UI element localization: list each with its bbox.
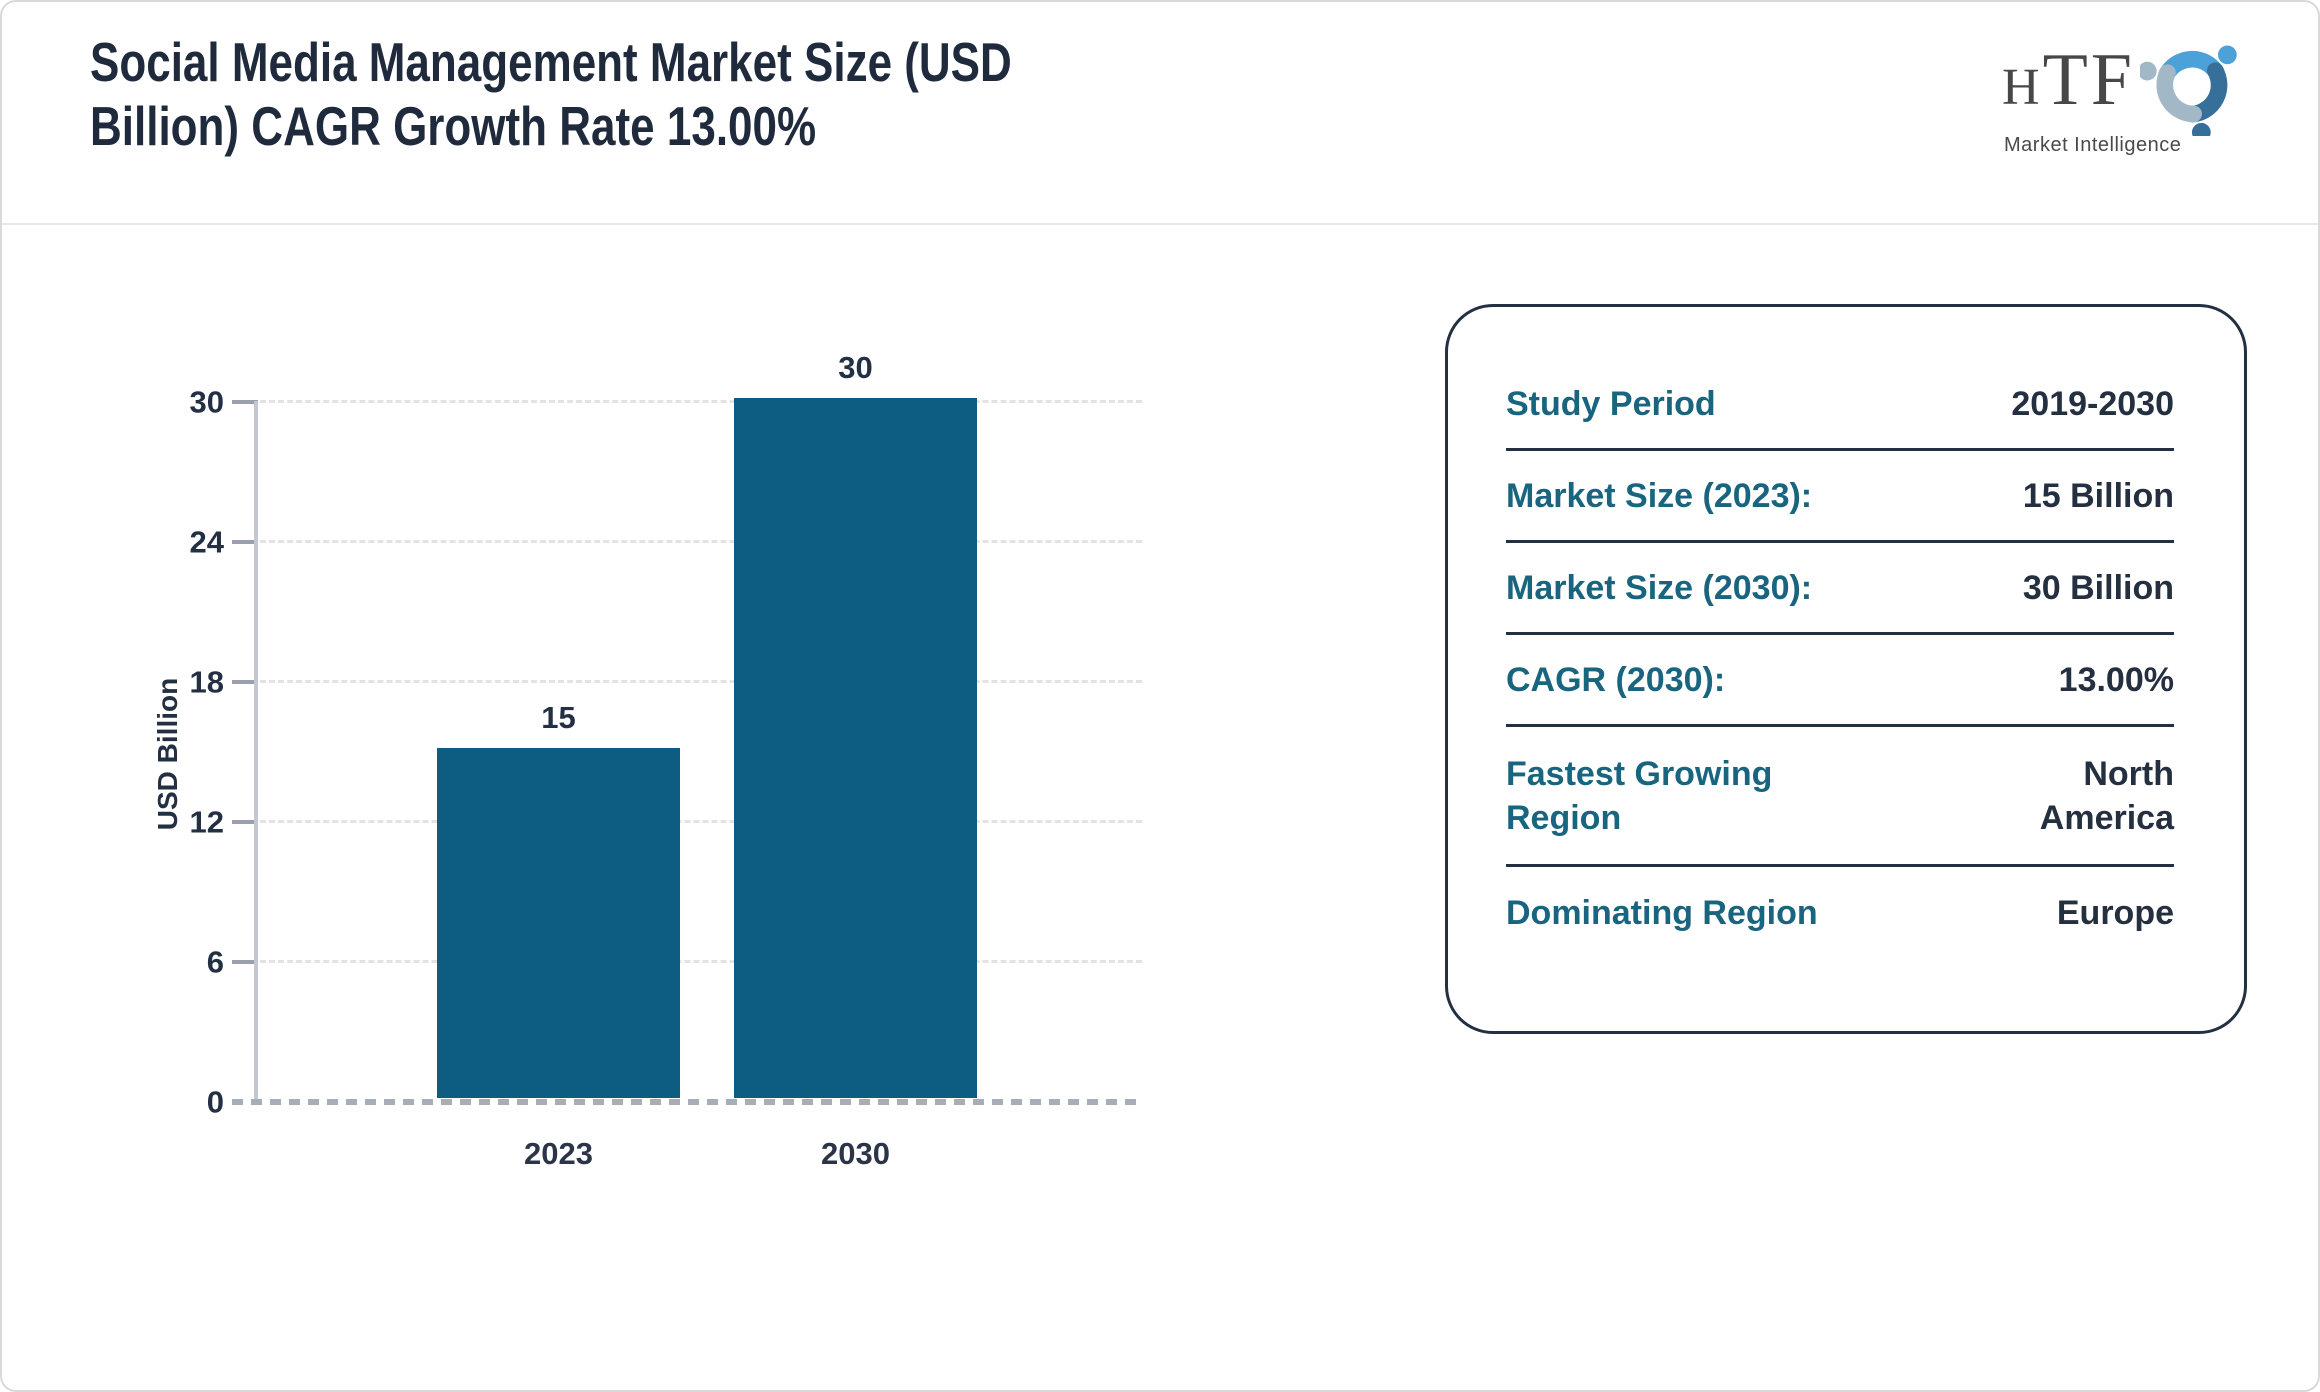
gridline: [260, 400, 1142, 403]
panel-value: 15 Billion: [2022, 476, 2174, 515]
bar-value-label-2030: 30: [838, 350, 873, 385]
panel-row-fastest-growing-region: Fastest Growing Region North America: [1506, 727, 2174, 867]
panel-label: Fastest Growing Region: [1506, 754, 1773, 837]
panel-label: Study Period: [1506, 384, 1716, 423]
htf-logo: HTF Market Intelligence: [2002, 38, 2262, 168]
gridline: [260, 680, 1142, 683]
panel-row-market-size-2030: Market Size (2030): 30 Billion: [1506, 543, 2174, 635]
page-title-line2: Billion) CAGR Growth Rate 13.00%: [90, 95, 817, 157]
bar-group-2030: 30 2030: [734, 350, 977, 1171]
x-axis-label-2023: 2023: [524, 1136, 593, 1171]
panel-label: Dominating Region: [1506, 894, 1818, 932]
panel-value: Europe: [2056, 894, 2174, 932]
summary-panel-content: Study Period 2019-2030 Market Size (2023…: [1506, 359, 2174, 959]
bar-group-2023: 15 2023: [437, 700, 680, 1171]
bar-value-label-2023: 15: [541, 700, 576, 735]
logo-tagline: Market Intelligence: [2004, 134, 2182, 156]
panel-value: 30 Billion: [2022, 568, 2174, 607]
y-axis-title: USD Billion: [152, 677, 183, 831]
panel-row-study-period: Study Period 2019-2030: [1506, 359, 2174, 451]
panel-value: 13.00%: [2058, 660, 2174, 699]
gridline: [260, 820, 1142, 823]
bar-2023: [437, 748, 680, 1098]
panel-label: Market Size (2030):: [1506, 568, 1813, 607]
bar-2030: [734, 398, 977, 1098]
gridline: [260, 540, 1142, 543]
header-divider: [2, 223, 2318, 225]
panel-row-market-size-2023: Market Size (2023): 15 Billion: [1506, 451, 2174, 543]
panel-value: 2019-2030: [2011, 384, 2174, 423]
page-title: Social Media Management Market Size (USD…: [90, 30, 1012, 158]
panel-row-cagr: CAGR (2030): 13.00%: [1506, 635, 2174, 727]
y-tick-label: 30: [189, 384, 224, 420]
panel-label: Market Size (2023):: [1506, 476, 1813, 515]
y-tick-label: 24: [189, 524, 224, 560]
page-title-line1: Social Media Management Market Size (USD: [90, 31, 1012, 93]
logo-swirl-icon: [2140, 45, 2237, 136]
htf-logo-letters-tf: TF: [2042, 39, 2135, 121]
htf-logo-letter-h: H: [2002, 59, 2043, 116]
panel-row-dominating-region: Dominating Region Europe: [1506, 867, 2174, 959]
y-tick-label: 0: [206, 1084, 224, 1120]
htf-logo-text: HTF: [2002, 38, 2135, 123]
panel-value: North America: [2039, 754, 2174, 837]
x-axis-baseline: [232, 1099, 1142, 1105]
summary-panel: Study Period 2019-2030 Market Size (2023…: [1445, 304, 2247, 1034]
x-axis-label-2030: 2030: [821, 1136, 890, 1171]
gridline: [260, 960, 1142, 963]
y-axis-line: [254, 401, 258, 1105]
panel-label: CAGR (2030):: [1506, 660, 1726, 699]
y-tick-label: 6: [206, 944, 224, 980]
